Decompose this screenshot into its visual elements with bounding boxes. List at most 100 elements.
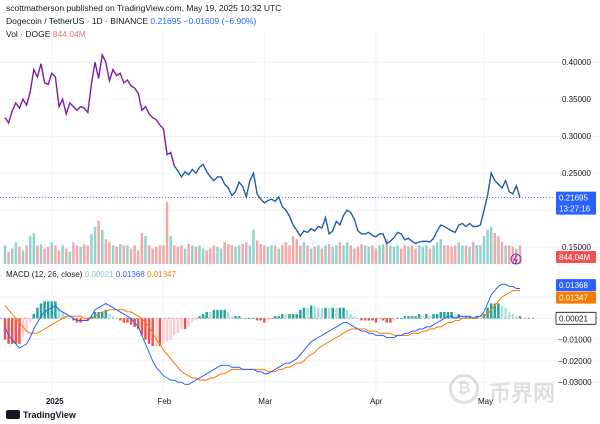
volume-bar: [288, 245, 291, 264]
histogram-bar: [468, 316, 471, 319]
volume-bar: [144, 236, 147, 264]
histogram-bar: [223, 309, 226, 319]
histogram-bar: [324, 307, 327, 319]
volume-bar: [345, 242, 349, 264]
volume-bar: [410, 245, 414, 264]
histogram-bar: [515, 316, 518, 319]
histogram-bar: [140, 318, 144, 336]
histogram-bar: [392, 318, 396, 321]
price-line-late: [173, 163, 521, 245]
volume-bar: [126, 245, 129, 264]
histogram-bar: [381, 318, 385, 321]
signal-line: [4, 290, 520, 381]
volume-bar: [118, 244, 122, 264]
histogram-bar: [345, 309, 349, 319]
histogram-bar: [356, 318, 360, 319]
volume-tag-bg: [556, 251, 596, 263]
histogram-bar: [396, 318, 399, 319]
volume-bar: [173, 245, 176, 264]
publish-line: scottmatherson published on TradingView.…: [6, 3, 282, 13]
histogram-bar: [331, 307, 334, 319]
x-tick-label: 2025: [46, 397, 64, 406]
alert-icon: [510, 253, 522, 265]
volume-bar: [100, 229, 104, 264]
volume-bar: [111, 245, 115, 264]
volume-bar: [75, 245, 79, 264]
volume-bar: [187, 244, 190, 264]
histogram-bar: [299, 309, 302, 319]
histogram-bar: [90, 316, 93, 319]
histogram-bar: [317, 307, 320, 319]
countdown-tag: 13:27:16: [559, 205, 591, 214]
histogram-bar: [342, 307, 345, 319]
volume-bar: [165, 202, 169, 264]
histogram-bar: [68, 318, 72, 319]
volume-bar: [475, 245, 479, 264]
volume-bar: [7, 251, 10, 264]
histogram-bar: [371, 318, 374, 321]
histogram-bar: [252, 318, 255, 319]
last-price: 0.21695: [150, 16, 182, 26]
histogram-bar: [450, 311, 453, 319]
histogram-bar: [486, 307, 489, 319]
volume-bar: [266, 246, 270, 264]
histogram-bar: [173, 318, 176, 336]
volume-bar: [68, 251, 72, 264]
histogram-bar: [241, 318, 244, 319]
volume-bar: [14, 242, 18, 264]
volume-bar: [479, 245, 482, 264]
histogram-bar: [104, 309, 108, 319]
macd-signal-value: 0.01347: [147, 270, 176, 279]
histogram-bar: [108, 314, 111, 319]
volume-bar: [79, 246, 82, 264]
volume-bar: [227, 244, 230, 264]
histogram-bar: [82, 318, 86, 321]
volume-bar: [324, 245, 327, 264]
histogram-bar: [86, 318, 90, 321]
histogram-bar: [428, 316, 432, 319]
volume-bars: [3, 202, 522, 264]
volume-bar: [417, 245, 421, 264]
footer-brand[interactable]: TradingView: [6, 410, 76, 420]
macd-histogram: [3, 301, 522, 347]
volume-bar: [273, 245, 277, 264]
volume-bar: [3, 245, 7, 264]
volume-bar: [10, 248, 14, 264]
volume-bar: [439, 239, 443, 264]
histogram-bar: [407, 316, 410, 319]
volume-bar: [122, 245, 126, 264]
histogram-bar: [72, 318, 75, 321]
histogram-bar: [295, 314, 298, 319]
histogram-bar: [18, 318, 21, 344]
histogram-bar: [115, 318, 118, 319]
volume-bar: [219, 248, 223, 264]
histogram-bar: [64, 316, 68, 319]
histogram-bar: [270, 318, 273, 319]
volume-bar: [399, 248, 403, 264]
volume-bar: [180, 245, 183, 264]
histogram-bar: [403, 316, 407, 319]
macd-tick-label: −0.02000: [558, 357, 592, 366]
histogram-bar: [360, 318, 363, 321]
volume-bar: [489, 226, 493, 264]
histogram-bar: [410, 316, 414, 319]
histogram-bar: [126, 318, 129, 323]
volume-bar: [93, 226, 97, 264]
volume-bar: [237, 245, 241, 264]
histogram-bar: [216, 309, 219, 319]
volume-bar: [396, 245, 399, 264]
volume-bar: [461, 245, 464, 264]
volume-bar: [137, 250, 140, 264]
volume-bar: [414, 248, 417, 264]
series-lines: [0, 52, 555, 385]
histogram-bar: [500, 305, 504, 319]
histogram-bar: [39, 303, 43, 319]
histogram-bar: [511, 314, 515, 319]
volume-bar: [151, 248, 154, 264]
volume-bar: [450, 246, 453, 264]
volume-bar: [500, 242, 504, 264]
volume-bar: [443, 245, 446, 264]
histogram-bar: [284, 314, 288, 319]
histogram-bar: [277, 316, 280, 319]
